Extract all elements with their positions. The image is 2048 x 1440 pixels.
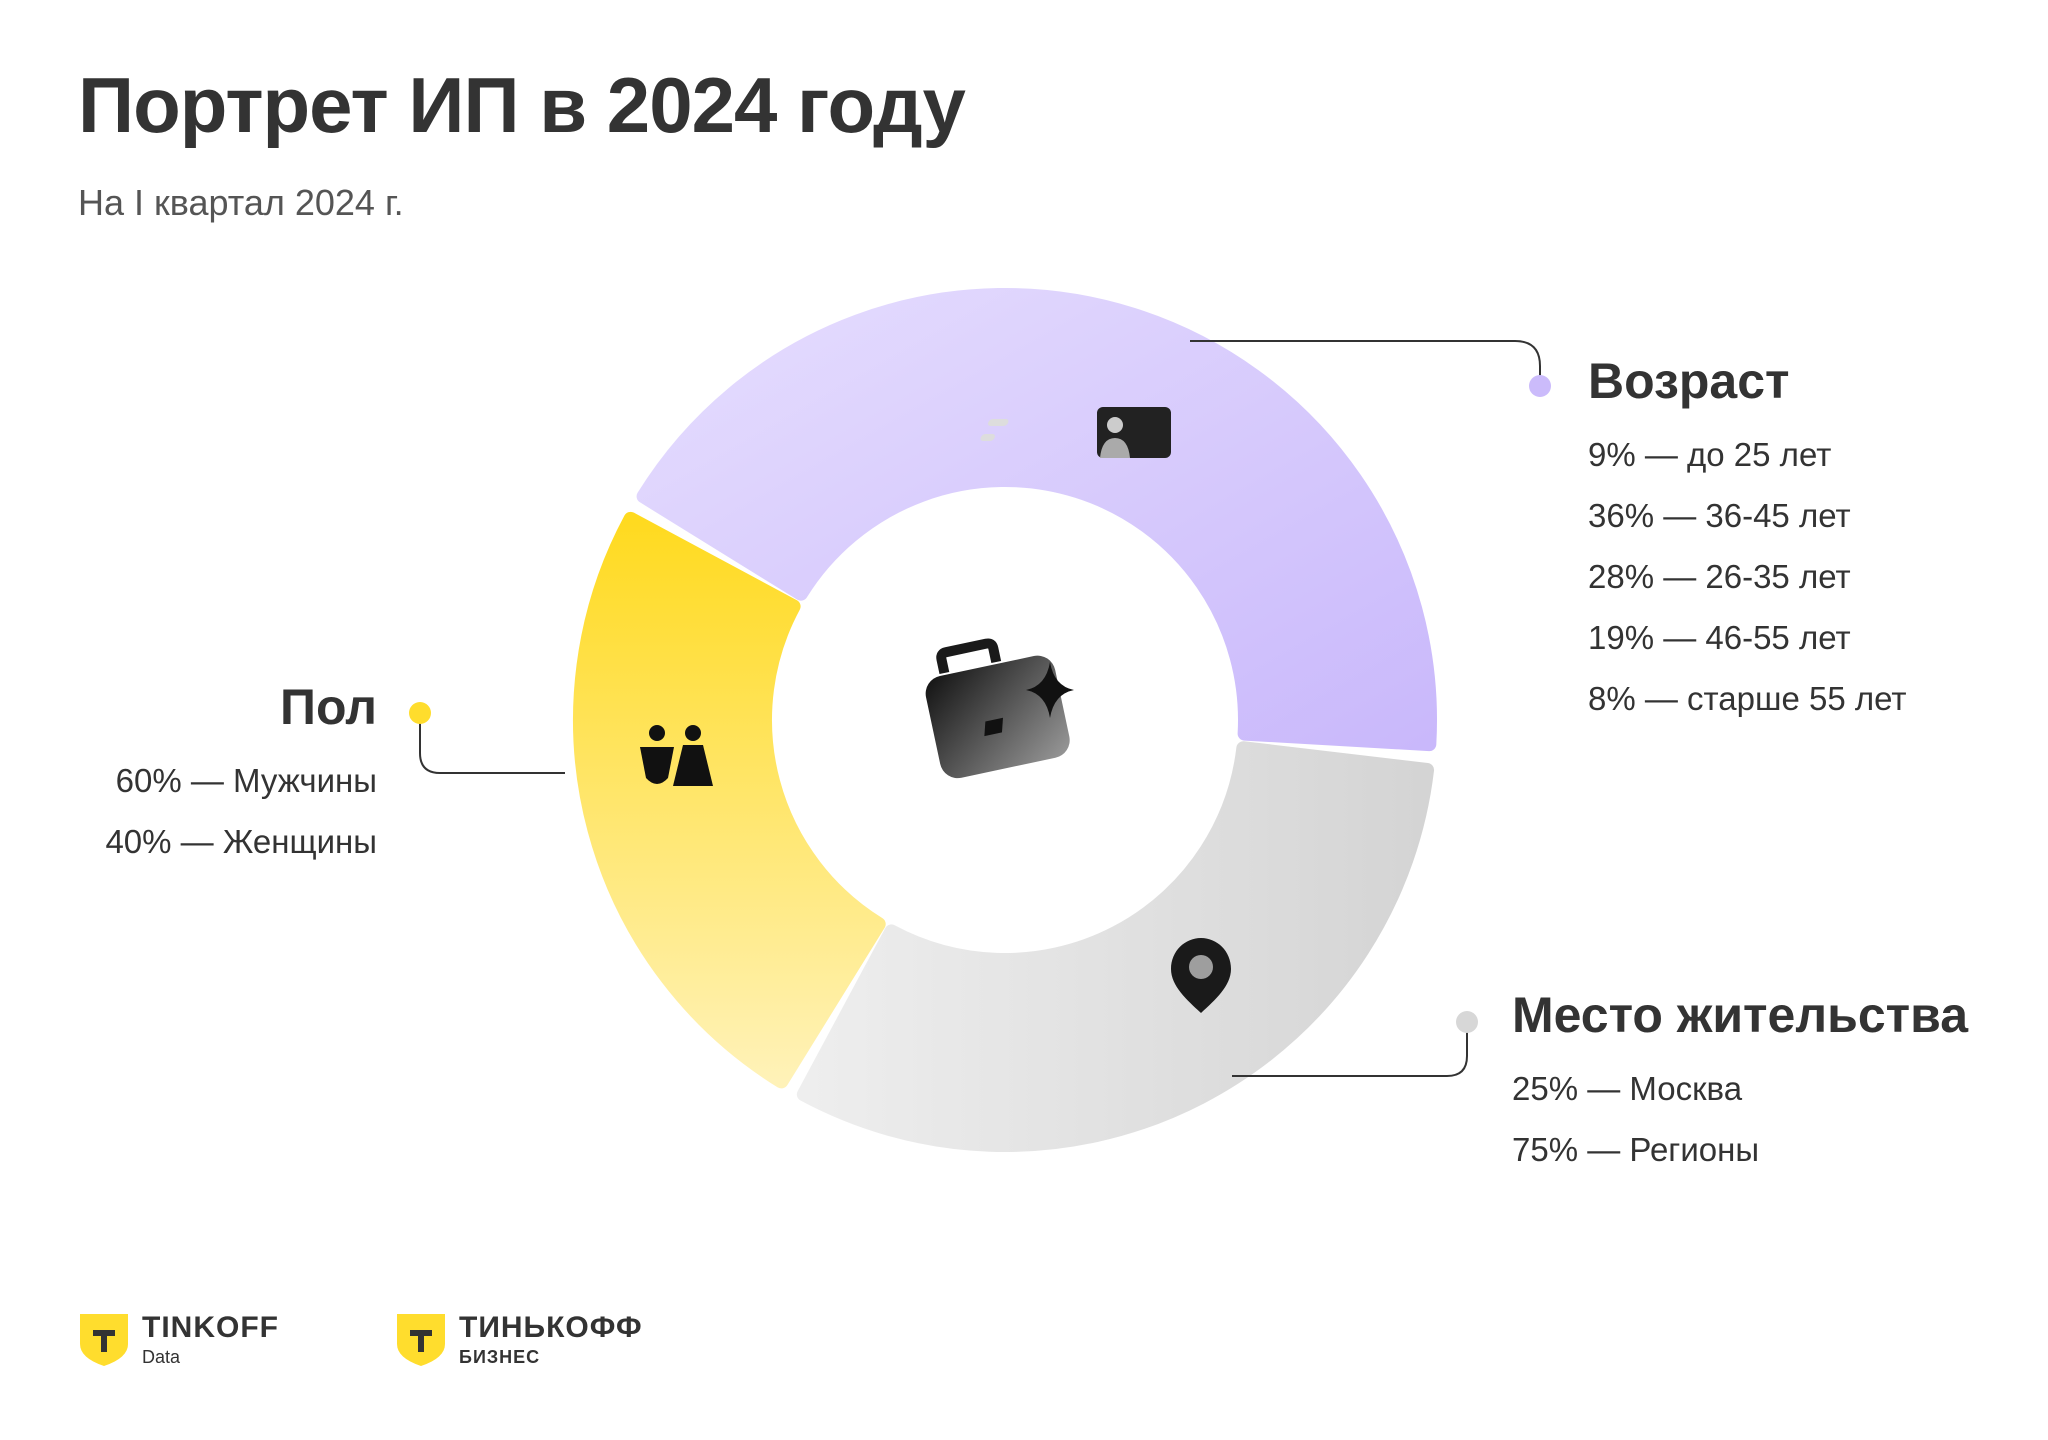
age-segment (636, 288, 1437, 752)
tinkoff-business-logo: ТИНЬКОФФ БИЗНЕС (395, 1312, 643, 1370)
logo-sub: Data (142, 1347, 181, 1367)
residence-title: Место жительства (1512, 987, 1969, 1043)
tinkoff-shield-icon (80, 1314, 128, 1366)
residence-leader-line (1232, 1022, 1468, 1077)
age-marker-dot (1529, 375, 1551, 397)
gender-leader-line (419, 713, 565, 774)
logo-name: ТИНЬКОФФ (459, 1311, 643, 1344)
page-title: Портрет ИП в 2024 году (78, 61, 966, 149)
tinkoff-shield-icon (397, 1314, 445, 1366)
residence-segment (796, 741, 1435, 1152)
age-item: 36% — 36-45 лет (1588, 497, 1851, 534)
age-title: Возраст (1588, 353, 1790, 409)
residence-item: 25% — Москва (1512, 1070, 1743, 1107)
gender-title: Пол (280, 679, 377, 735)
age-item: 28% — 26-35 лет (1588, 558, 1851, 595)
age-item: 9% — до 25 лет (1588, 436, 1832, 473)
gender-section: Пол 60% — Мужчины 40% — Женщины (105, 678, 377, 872)
residence-item: 75% — Регионы (1512, 1131, 1760, 1168)
page-subtitle: На I квартал 2024 г. (78, 182, 404, 223)
age-leader-line (1190, 340, 1541, 386)
gender-segment (573, 511, 886, 1089)
briefcase-sparkle-icon (925, 638, 1074, 779)
age-item: 19% — 46-55 лет (1588, 619, 1851, 656)
residence-section: Место жительства 25% — Москва 75% — Реги… (1512, 986, 1968, 1180)
gender-marker-dot (409, 702, 431, 724)
residence-marker-dot (1456, 1011, 1478, 1033)
id-card-icon (980, 407, 1171, 458)
age-item: 8% — старше 55 лет (1588, 680, 1907, 717)
gender-item: 60% — Мужчины (115, 762, 377, 799)
gender-item: 40% — Женщины (105, 823, 377, 860)
people-icon (640, 725, 713, 786)
logo-sub: БИЗНЕС (459, 1347, 541, 1367)
map-pin-icon (1171, 938, 1231, 1013)
logo-name: TINKOFF (142, 1311, 279, 1344)
tinkoff-data-logo: TINKOFF Data (78, 1312, 279, 1370)
age-section: Возраст 9% — до 25 лет 36% — 36-45 лет 2… (1588, 352, 1906, 729)
